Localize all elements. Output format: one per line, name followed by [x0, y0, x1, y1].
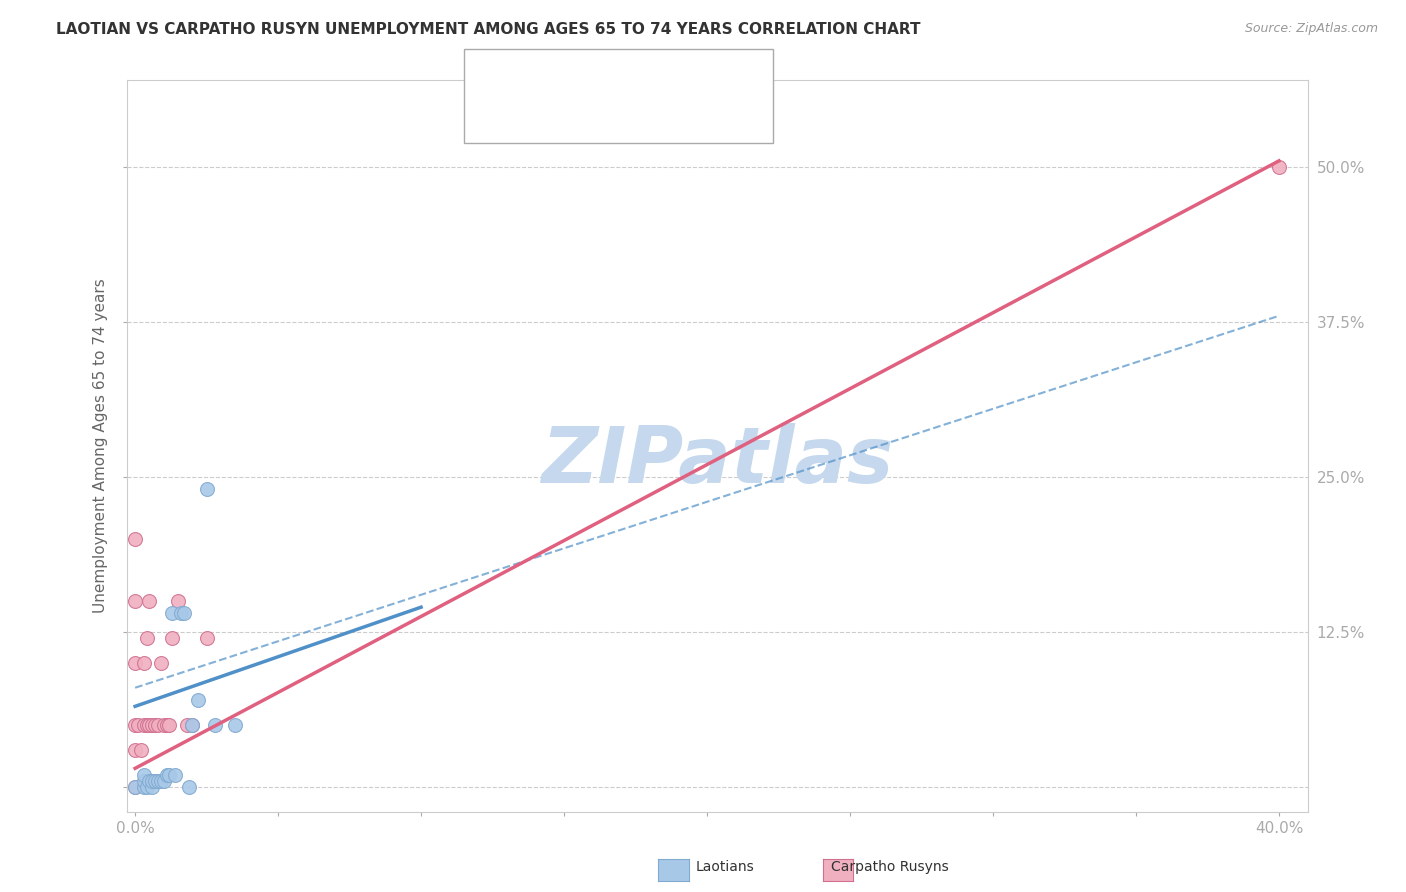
- Point: [132, 773, 155, 788]
- Point: [181, 718, 204, 732]
- Point: [124, 780, 146, 794]
- Point: [224, 718, 246, 732]
- Point: [159, 767, 181, 781]
- Text: Laotians: Laotians: [696, 860, 755, 874]
- Point: [155, 767, 177, 781]
- Point: [181, 718, 204, 732]
- Point: [155, 718, 177, 732]
- Point: [149, 656, 172, 670]
- Point: [138, 718, 160, 732]
- Text: LAOTIAN VS CARPATHO RUSYN UNEMPLOYMENT AMONG AGES 65 TO 74 YEARS CORRELATION CHA: LAOTIAN VS CARPATHO RUSYN UNEMPLOYMENT A…: [56, 22, 921, 37]
- Point: [129, 743, 152, 757]
- Point: [138, 773, 160, 788]
- Point: [176, 718, 198, 732]
- Point: [146, 773, 169, 788]
- Point: [162, 607, 184, 621]
- Point: [167, 594, 190, 608]
- Point: [135, 780, 157, 794]
- Point: [135, 631, 157, 645]
- Point: [132, 767, 155, 781]
- Point: [195, 483, 218, 497]
- Point: [138, 594, 160, 608]
- Point: [143, 773, 166, 788]
- Point: [132, 718, 155, 732]
- Point: [124, 594, 146, 608]
- Point: [152, 773, 174, 788]
- Text: Source: ZipAtlas.com: Source: ZipAtlas.com: [1244, 22, 1378, 36]
- Point: [141, 718, 163, 732]
- Point: [162, 631, 184, 645]
- Point: [132, 780, 155, 794]
- Y-axis label: Unemployment Among Ages 65 to 74 years: Unemployment Among Ages 65 to 74 years: [93, 278, 108, 614]
- Point: [187, 693, 209, 707]
- Point: [124, 532, 146, 546]
- Point: [143, 718, 166, 732]
- Point: [159, 718, 181, 732]
- Point: [179, 780, 201, 794]
- Point: [141, 780, 163, 794]
- Text: Carpatho Rusyns: Carpatho Rusyns: [831, 860, 949, 874]
- Point: [127, 718, 149, 732]
- Point: [165, 767, 187, 781]
- Text: ZIPatlas: ZIPatlas: [541, 423, 893, 499]
- Point: [146, 718, 169, 732]
- Point: [170, 607, 193, 621]
- Point: [204, 718, 226, 732]
- Text: R = 0.252   N = 24: R = 0.252 N = 24: [523, 68, 693, 86]
- Point: [124, 780, 146, 794]
- Point: [152, 718, 174, 732]
- Point: [132, 656, 155, 670]
- Point: [173, 607, 195, 621]
- Point: [135, 718, 157, 732]
- Point: [124, 656, 146, 670]
- Point: [141, 773, 163, 788]
- Point: [149, 773, 172, 788]
- Point: [195, 631, 218, 645]
- Point: [124, 743, 146, 757]
- Point: [124, 718, 146, 732]
- Point: [1268, 160, 1291, 174]
- Text: R = 0.866   N = 27: R = 0.866 N = 27: [523, 106, 693, 124]
